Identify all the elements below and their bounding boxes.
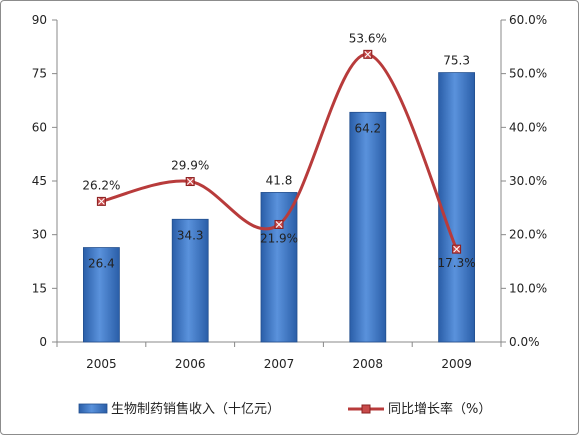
x-tick-label: 2007 [264, 357, 295, 371]
legend-bar-swatch [78, 403, 108, 414]
bar [349, 111, 387, 343]
right-tick-label: 20.0% [509, 228, 547, 242]
x-tick-label: 2008 [353, 357, 384, 371]
left-tick-label: 90 [32, 13, 47, 27]
right-tick-label: 60.0% [509, 13, 547, 27]
data-labels: 26.4 34.3 41.8 64.2 75.3 26.2% 29.9% 21.9% 53.6%… [82, 31, 475, 270]
axes: 0 15 30 45 60 75 90 0.0% 10.0% 20.0% 30.0% 40.0% 50.… [32, 13, 547, 371]
left-tick-label: 30 [32, 228, 47, 242]
bar-value-label: 41.8 [266, 173, 293, 187]
left-tick-label: 0 [39, 335, 47, 349]
left-tick-label: 75 [32, 67, 47, 81]
right-tick-label: 10.0% [509, 281, 547, 295]
legend-line-marker [361, 404, 371, 414]
legend-line-label: 同比增长率（%） [388, 401, 491, 417]
line-point-cross [98, 198, 105, 205]
line-value-label: 26.2% [82, 178, 120, 192]
left-tick-label: 60 [32, 120, 47, 134]
bar [438, 72, 476, 343]
right-tick-label: 0.0% [509, 335, 540, 349]
line-point-cross [364, 50, 372, 58]
left-tick-label: 15 [32, 281, 47, 295]
right-tick-label: 40.0% [509, 120, 547, 134]
bar-value-label: 75.3 [443, 54, 470, 68]
bar-value-label: 34.3 [177, 228, 204, 242]
legend-bar-label: 生物制药销售收入（十亿元） [111, 401, 280, 417]
line-point-cross [275, 221, 283, 228]
x-tick-label: 2006 [175, 357, 206, 371]
x-tick-label: 2009 [441, 357, 472, 371]
x-tick-label: 2005 [86, 357, 117, 371]
bar-series [83, 72, 476, 343]
line-point-cross [453, 245, 460, 253]
bar [83, 247, 120, 343]
line-value-label: 17.3% [438, 256, 476, 270]
right-tick-label: 50.0% [509, 67, 547, 81]
left-tick-label: 45 [32, 174, 47, 188]
bar [171, 218, 209, 343]
bar [260, 192, 298, 343]
growth-rate-line [101, 52, 458, 250]
line-value-label: 21.9% [260, 231, 298, 245]
line-value-label: 53.6% [349, 31, 387, 45]
legend: 生物制药销售收入（十亿元） 同比增长率（%） [78, 401, 491, 417]
line-point-cross [186, 178, 194, 185]
bar-value-label: 26.4 [88, 257, 115, 271]
line-series [96, 49, 462, 254]
bar-value-label: 64.2 [354, 121, 381, 135]
line-value-label: 29.9% [171, 159, 209, 173]
right-tick-label: 30.0% [509, 174, 547, 188]
